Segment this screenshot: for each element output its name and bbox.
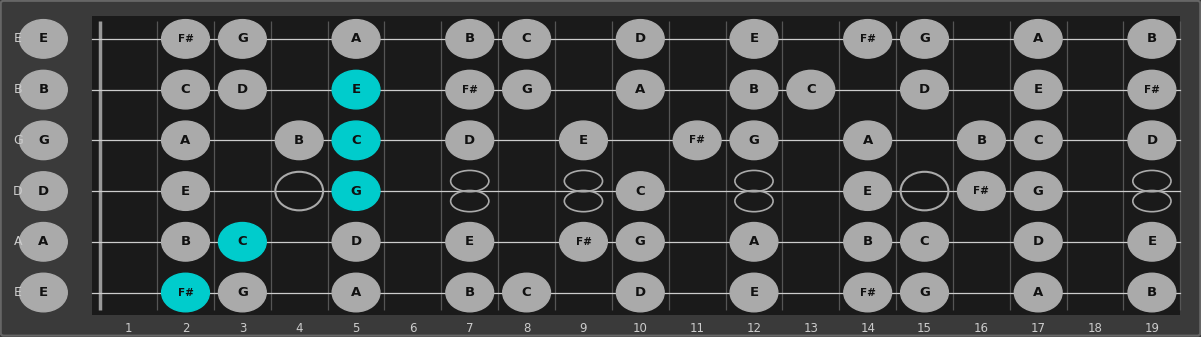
Text: B: B xyxy=(180,235,191,248)
Text: A: A xyxy=(1033,286,1044,299)
Ellipse shape xyxy=(616,273,664,312)
Ellipse shape xyxy=(219,222,267,261)
Ellipse shape xyxy=(162,222,209,261)
Text: 11: 11 xyxy=(689,321,705,335)
Text: B: B xyxy=(749,83,759,96)
Text: B: B xyxy=(294,134,304,147)
Ellipse shape xyxy=(844,222,891,261)
Ellipse shape xyxy=(333,121,380,160)
Text: 17: 17 xyxy=(1030,321,1046,335)
Text: D: D xyxy=(635,32,646,45)
Ellipse shape xyxy=(730,70,778,109)
Ellipse shape xyxy=(674,121,721,160)
Text: A: A xyxy=(635,83,645,96)
Text: 12: 12 xyxy=(747,321,761,335)
Ellipse shape xyxy=(616,222,664,261)
Ellipse shape xyxy=(787,70,835,109)
Ellipse shape xyxy=(1128,273,1176,312)
Text: 15: 15 xyxy=(918,321,932,335)
Text: E: E xyxy=(749,286,759,299)
Text: B: B xyxy=(976,134,986,147)
Text: E: E xyxy=(14,32,22,45)
Text: A: A xyxy=(862,134,873,147)
Text: G: G xyxy=(521,83,532,96)
Text: C: C xyxy=(1033,134,1042,147)
Ellipse shape xyxy=(560,222,608,261)
Text: E: E xyxy=(579,134,588,147)
Ellipse shape xyxy=(844,121,891,160)
Text: 9: 9 xyxy=(580,321,587,335)
Ellipse shape xyxy=(219,20,267,58)
Text: 1: 1 xyxy=(125,321,132,335)
Ellipse shape xyxy=(503,273,550,312)
Ellipse shape xyxy=(19,20,67,58)
Text: G: G xyxy=(237,32,247,45)
Ellipse shape xyxy=(730,222,778,261)
Ellipse shape xyxy=(446,273,494,312)
Text: E: E xyxy=(181,185,190,197)
Text: E: E xyxy=(864,185,872,197)
Text: 3: 3 xyxy=(239,321,246,335)
Ellipse shape xyxy=(1015,273,1062,312)
Text: A: A xyxy=(351,286,362,299)
Text: G: G xyxy=(1033,185,1044,197)
Ellipse shape xyxy=(730,273,778,312)
Text: 7: 7 xyxy=(466,321,473,335)
Text: A: A xyxy=(38,235,48,248)
Text: 4: 4 xyxy=(295,321,303,335)
Text: F#: F# xyxy=(462,85,478,95)
Text: E: E xyxy=(38,286,48,299)
Ellipse shape xyxy=(446,121,494,160)
Text: D: D xyxy=(1033,235,1044,248)
Text: E: E xyxy=(465,235,474,248)
Ellipse shape xyxy=(616,70,664,109)
Text: 5: 5 xyxy=(352,321,360,335)
Text: C: C xyxy=(920,235,930,248)
Text: E: E xyxy=(352,83,360,96)
Ellipse shape xyxy=(901,222,949,261)
Ellipse shape xyxy=(19,172,67,210)
Ellipse shape xyxy=(19,222,67,261)
Text: B: B xyxy=(465,286,474,299)
Text: D: D xyxy=(1147,134,1158,147)
Text: A: A xyxy=(180,134,191,147)
Text: C: C xyxy=(521,32,531,45)
Text: 13: 13 xyxy=(803,321,818,335)
Text: F#: F# xyxy=(860,34,876,44)
Text: F#: F# xyxy=(178,34,193,44)
Text: A: A xyxy=(1033,32,1044,45)
Ellipse shape xyxy=(1128,121,1176,160)
Ellipse shape xyxy=(503,70,550,109)
Ellipse shape xyxy=(901,273,949,312)
Text: 18: 18 xyxy=(1088,321,1103,335)
Text: 16: 16 xyxy=(974,321,988,335)
Text: B: B xyxy=(1147,286,1157,299)
Text: E: E xyxy=(1034,83,1042,96)
Text: A: A xyxy=(13,235,22,248)
Ellipse shape xyxy=(1015,70,1062,109)
Ellipse shape xyxy=(333,222,380,261)
Text: D: D xyxy=(919,83,930,96)
Ellipse shape xyxy=(901,20,949,58)
Text: 10: 10 xyxy=(633,321,647,335)
Ellipse shape xyxy=(901,70,949,109)
Ellipse shape xyxy=(1015,121,1062,160)
Text: F#: F# xyxy=(689,135,705,145)
Ellipse shape xyxy=(162,70,209,109)
Text: 2: 2 xyxy=(181,321,190,335)
Text: F#: F# xyxy=(1145,85,1160,95)
Ellipse shape xyxy=(844,273,891,312)
Text: B: B xyxy=(862,235,873,248)
Text: C: C xyxy=(351,134,360,147)
Ellipse shape xyxy=(333,273,380,312)
Text: G: G xyxy=(38,134,49,147)
Text: B: B xyxy=(38,83,48,96)
Text: G: G xyxy=(237,286,247,299)
Ellipse shape xyxy=(1128,222,1176,261)
Ellipse shape xyxy=(730,20,778,58)
Ellipse shape xyxy=(446,222,494,261)
Text: 8: 8 xyxy=(522,321,531,335)
Ellipse shape xyxy=(1128,70,1176,109)
Ellipse shape xyxy=(1015,20,1062,58)
